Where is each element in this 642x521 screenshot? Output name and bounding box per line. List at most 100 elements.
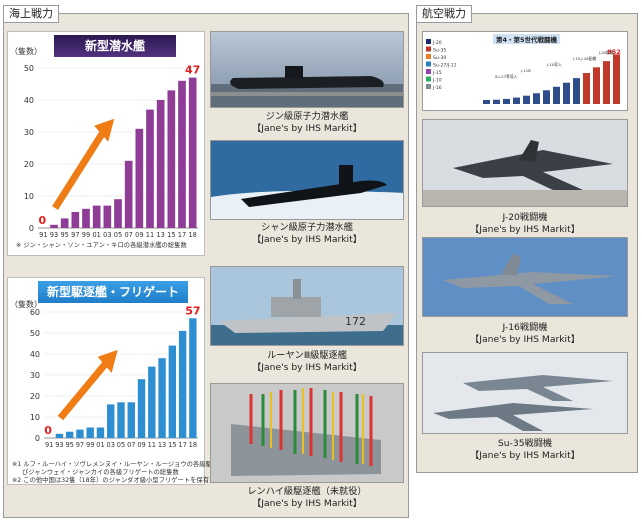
x-tick-label: 18 bbox=[189, 441, 197, 449]
destroyer-chart-note-1: ※1 ルフ・ルーハイ・ソヴレメンヌイ・ルーヤン・ルージョウの各級駆逐艦及 bbox=[12, 461, 231, 468]
bar bbox=[167, 90, 176, 229]
bar bbox=[148, 366, 156, 438]
luyang-destroyer-caption: ルーヤンⅢ級駆逐艦 bbox=[267, 350, 347, 361]
submarine-chart-unit: （隻数） bbox=[10, 47, 42, 56]
bar bbox=[127, 402, 135, 438]
x-tick-label: 01 bbox=[92, 231, 100, 239]
inset-bar bbox=[543, 90, 550, 104]
last-value-label: 47 bbox=[185, 64, 200, 77]
legend-label: Su-35 bbox=[433, 48, 446, 54]
fighter-inset-title: 第4・第5世代戦闘機 bbox=[493, 34, 561, 44]
y-tick-label: 30 bbox=[30, 371, 40, 380]
y-tick-label: 20 bbox=[24, 160, 34, 169]
x-tick-label: 99 bbox=[82, 231, 90, 239]
x-tick-label: 91 bbox=[39, 231, 47, 239]
air-panel-label: 航空戦力 bbox=[416, 5, 472, 23]
bar bbox=[60, 218, 69, 228]
x-tick-label: 09 bbox=[135, 231, 143, 239]
bar bbox=[86, 427, 94, 438]
y-tick-label: 50 bbox=[30, 329, 40, 338]
bar bbox=[135, 128, 144, 228]
bar bbox=[188, 77, 197, 228]
x-tick-label: 13 bbox=[156, 231, 164, 239]
inset-bar bbox=[483, 100, 490, 104]
hull-number: 172 bbox=[345, 315, 366, 328]
y-tick-label: 40 bbox=[30, 350, 40, 359]
bar bbox=[124, 160, 133, 228]
bar bbox=[65, 431, 74, 438]
y-tick-label: 20 bbox=[30, 392, 40, 401]
inset-bar bbox=[513, 97, 520, 104]
first-value-label: 0 bbox=[44, 424, 52, 437]
destroyer-image: 172 bbox=[211, 267, 403, 345]
inset-annotation: J-10導入 bbox=[546, 62, 562, 67]
j16-credit: 【Jane's by IHS Markit】 bbox=[470, 334, 580, 345]
growth-arrow bbox=[52, 126, 109, 210]
x-tick-label: 17 bbox=[178, 231, 186, 239]
inset-bar bbox=[503, 98, 510, 104]
j20-caption: J-20戦闘機 bbox=[502, 212, 548, 223]
inset-bar bbox=[523, 95, 530, 104]
inset-bar bbox=[563, 82, 570, 104]
legend-swatch bbox=[426, 54, 431, 59]
bar bbox=[114, 199, 122, 228]
bar bbox=[92, 205, 101, 228]
x-tick-label: 91 bbox=[45, 441, 53, 449]
y-tick-label: 0 bbox=[29, 224, 34, 233]
x-tick-label: 13 bbox=[158, 441, 166, 449]
submarine-chart-plot: 0 10 20 30 40 50 91 93 95 97 99 01 03 05 07 09 11 13 15 17 1… bbox=[24, 64, 201, 239]
sea-panel-label: 海上戦力 bbox=[3, 5, 59, 23]
fighter-inset-chart: J-20 Su-35 Su-30 Su-27/J-11 J-15 J-10 J-16 852 S… bbox=[422, 31, 628, 111]
su35-image bbox=[423, 353, 627, 433]
destroyer-chart-note-1b: びジャンウェイ・ジャンカイの各級フリゲートの総隻数 bbox=[22, 469, 179, 476]
destroyer-launch-image bbox=[211, 384, 403, 482]
x-tick-label: 18 bbox=[188, 231, 196, 239]
x-tick-label: 95 bbox=[60, 231, 68, 239]
x-tick-label: 05 bbox=[117, 441, 125, 449]
jin-submarine-credit: 【Jane's by IHS Markit】 bbox=[252, 123, 362, 134]
growth-arrow bbox=[57, 357, 112, 421]
bar bbox=[55, 433, 64, 438]
x-tick-label: 05 bbox=[114, 231, 122, 239]
y-tick-label: 0 bbox=[35, 434, 40, 443]
inset-bar bbox=[583, 73, 590, 104]
bar bbox=[103, 205, 112, 228]
legend-swatch bbox=[426, 76, 431, 82]
legend-label: Su-30 bbox=[433, 55, 446, 61]
bar bbox=[178, 80, 186, 228]
luyang-destroyer-credit: 【Jane's by IHS Markit】 bbox=[252, 362, 362, 373]
jin-submarine-photo bbox=[210, 31, 404, 108]
bar bbox=[146, 109, 154, 228]
y-tick-label: 50 bbox=[24, 64, 34, 73]
bar bbox=[168, 345, 177, 438]
bar bbox=[189, 318, 197, 438]
legend-swatch bbox=[426, 39, 431, 44]
x-tick-label: 99 bbox=[86, 441, 94, 449]
x-tick-label: 15 bbox=[167, 231, 175, 239]
submarine-chart: 新型潜水艦 （隻数） 0 10 20 30 40 50 91 93 95 97 99 01 03 05 07… bbox=[7, 31, 205, 256]
submarine-image bbox=[211, 32, 403, 107]
bar bbox=[50, 224, 58, 228]
legend-label: J-10 bbox=[432, 78, 442, 84]
submarine-chart-note: ※ ジン・シャン・ソン・ユアン・キロの各級潜水艦の総隻数 bbox=[16, 242, 187, 249]
j20-image bbox=[423, 120, 627, 206]
legend-label: Su-27/J-11 bbox=[433, 63, 457, 69]
x-tick-label: 09 bbox=[137, 441, 145, 449]
x-tick-label: 11 bbox=[148, 441, 156, 449]
legend-label: J-16 bbox=[432, 85, 442, 91]
j16-caption: J-16戦闘機 bbox=[502, 322, 548, 333]
destroyer-chart-title: 新型駆逐艦・フリゲート bbox=[38, 281, 188, 303]
inset-bar bbox=[533, 93, 540, 104]
jin-submarine-caption: ジン級原子力潜水艦 bbox=[265, 111, 349, 122]
submarine-chart-title: 新型潜水艦 bbox=[54, 35, 176, 57]
bar bbox=[117, 402, 125, 438]
destroyer-chart-note-2: ※2 この他中国は32隻（18年）のジャンダオ級小型フリゲートを保有 bbox=[12, 477, 210, 484]
bar bbox=[156, 100, 165, 228]
x-tick-label: 07 bbox=[127, 441, 135, 449]
x-tick-label: 07 bbox=[124, 231, 132, 239]
legend-label: J-15 bbox=[432, 70, 442, 76]
inset-bar bbox=[493, 99, 500, 104]
inset-bar bbox=[553, 86, 560, 104]
